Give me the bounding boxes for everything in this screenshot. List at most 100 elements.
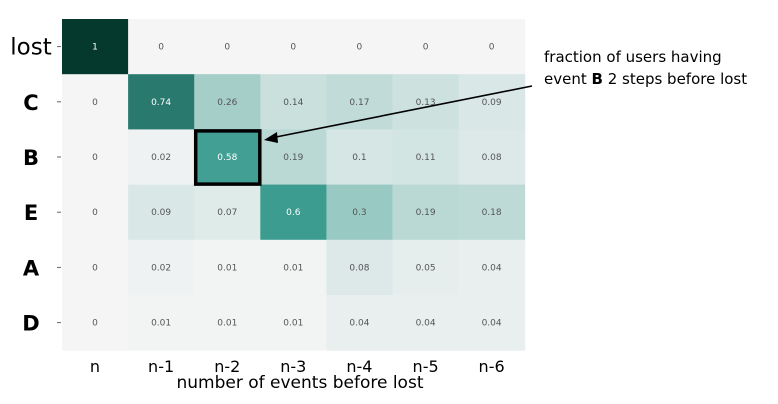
cell-value: 0.09 (151, 208, 171, 218)
cell-value: 0.04 (482, 263, 502, 273)
row-labels: lost C B E A D (10, 35, 61, 336)
heatmap-cells: 1 0 0 0 0 0 0 0 0.74 0.26 0.14 0.17 0.13 0.09 0 0.02 0.5… (62, 19, 526, 351)
heatmap-cell (392, 184, 460, 241)
cell-value: 0.18 (482, 208, 502, 218)
annotation-line-1: fraction of users having (544, 48, 722, 66)
cell-value: 0.01 (217, 263, 237, 273)
row-label: lost (10, 35, 51, 61)
column-label: n-5 (413, 357, 439, 376)
annotation-arrow (264, 85, 533, 143)
cell-value: 0.58 (217, 153, 237, 163)
heatmap-cell (128, 74, 195, 130)
cell-value: 0.6 (286, 208, 301, 218)
cell-value: 0.1 (352, 153, 366, 163)
annotation: fraction of users having event B 2 steps… (544, 48, 747, 88)
highlight-box (193, 129, 262, 186)
heatmap-cell (392, 239, 460, 296)
cell-value: 0.01 (283, 319, 303, 329)
heatmap-cell (194, 19, 261, 75)
column-label: n-1 (148, 357, 174, 376)
column-label: n (90, 357, 100, 376)
cell-value: 0.13 (416, 98, 436, 108)
heatmap-cell (62, 184, 129, 241)
column-label: n-2 (214, 357, 240, 376)
column-label: n-4 (346, 357, 372, 376)
heatmap-cell (194, 239, 261, 296)
heatmap-cell (194, 184, 261, 241)
heatmap-cell (326, 184, 393, 241)
cell-value: 0 (290, 43, 296, 53)
annotation-line-2: event B 2 steps before lost (544, 70, 747, 88)
heatmap-cell (458, 129, 526, 186)
row-label: D (22, 312, 39, 336)
heatmap-cell (458, 19, 526, 75)
cell-value: 1 (92, 43, 98, 53)
heatmap-cell (260, 239, 327, 296)
heatmap-cell (260, 184, 327, 241)
cell-value: 0.19 (416, 208, 436, 218)
cell-value: 0.04 (482, 319, 502, 329)
cell-value: 0.26 (217, 98, 237, 108)
row-label: E (24, 201, 38, 225)
column-label: n-6 (479, 357, 505, 376)
cell-value: 0.01 (217, 319, 237, 329)
cell-value: 0.17 (349, 98, 369, 108)
cell-value: 0.11 (416, 153, 436, 163)
heatmap-cell (128, 19, 195, 75)
heatmap-cell (62, 295, 129, 351)
cell-value: 0.02 (151, 263, 171, 273)
heatmap-cell (194, 129, 261, 186)
heatmap-cell (62, 19, 129, 75)
heatmap-cell (128, 239, 195, 296)
cell-value: 0.08 (482, 153, 502, 163)
cell-value: 0.05 (416, 263, 436, 273)
heatmap-cell (260, 295, 327, 351)
x-axis-label: number of events before lost (177, 373, 424, 393)
cell-value: 0.3 (352, 208, 366, 218)
cell-value: 0.04 (349, 319, 369, 329)
heatmap-cell (128, 184, 195, 241)
heatmap-cell (62, 129, 129, 186)
cell-value: 0.01 (151, 319, 171, 329)
cell-value: 0.01 (283, 263, 303, 273)
cell-value: 0 (92, 98, 98, 108)
row-label: B (23, 146, 39, 170)
heatmap-cell (326, 239, 393, 296)
row-label: C (23, 91, 38, 115)
heatmap-cell (458, 239, 526, 296)
heatmap-cell (128, 295, 195, 351)
heatmap-cell (128, 129, 195, 186)
heatmap-cell (260, 74, 327, 130)
heatmap-cell (194, 74, 261, 130)
cell-value: 0 (224, 43, 230, 53)
heatmap-cell (392, 129, 460, 186)
heatmap-cell (326, 129, 393, 186)
cell-value: 0 (92, 208, 98, 218)
heatmap-cell (458, 184, 526, 241)
heatmap-cell (62, 74, 129, 130)
heatmap-cell (62, 239, 129, 296)
heatmap-cell (260, 19, 327, 75)
cell-value: 0.14 (283, 98, 303, 108)
heatmap-cell (326, 295, 393, 351)
cell-value: 0 (357, 43, 363, 53)
cell-value: 0 (489, 43, 495, 53)
column-label: n-3 (280, 357, 306, 376)
cell-value: 0 (423, 43, 429, 53)
cell-value: 0.07 (217, 208, 237, 218)
column-labels: n n-1 n-2 n-3 n-4 n-5 n-6 (90, 357, 505, 376)
cell-value: 0.74 (151, 98, 171, 108)
cell-value: 0 (92, 263, 98, 273)
heatmap-cell (458, 74, 526, 130)
heatmap-cell (392, 19, 460, 75)
heatmap-cell (194, 295, 261, 351)
cell-value: 0.02 (151, 153, 171, 163)
cell-value: 0.09 (482, 98, 502, 108)
cell-value: 0.08 (349, 263, 369, 273)
cell-value: 0.04 (416, 319, 436, 329)
cell-value: 0 (92, 319, 98, 329)
cell-value: 0 (158, 43, 164, 53)
heatmap-cell (326, 19, 393, 75)
heatmap-cell (458, 295, 526, 351)
